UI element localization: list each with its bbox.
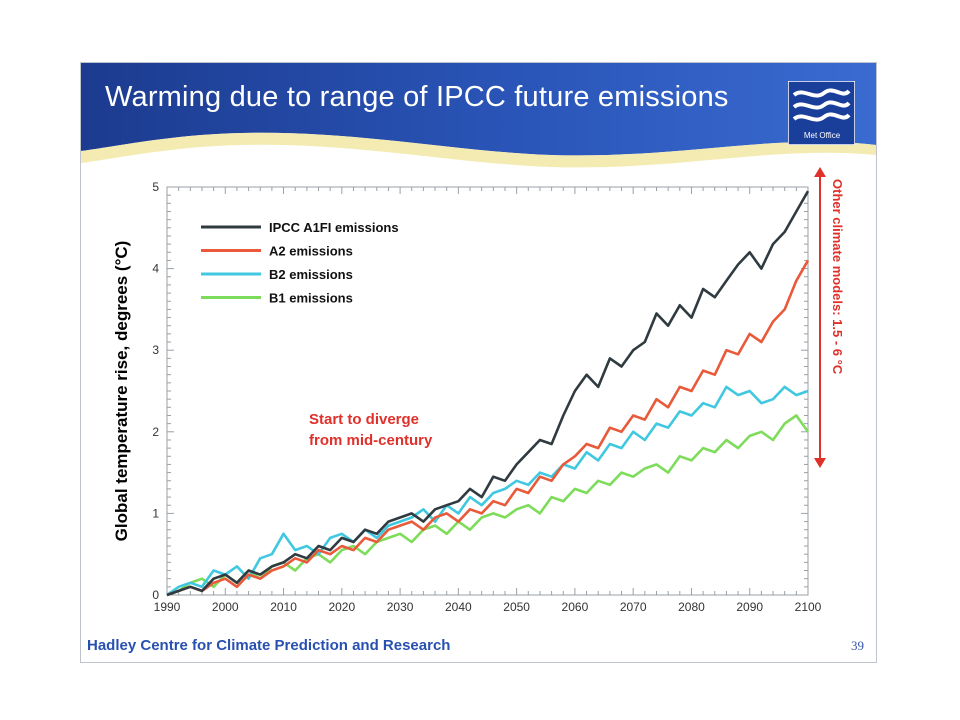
x-tick-label: 2030: [387, 600, 414, 614]
x-tick-label: 2050: [503, 600, 530, 614]
diverge-annotation-line1: Start to diverge: [309, 411, 419, 428]
x-tick-label: 2020: [328, 600, 355, 614]
x-tick-label: 2090: [736, 600, 763, 614]
logo-text: Met Office: [792, 131, 852, 140]
y-tick-label: 3: [152, 343, 159, 357]
x-tick-label: 2100: [795, 600, 822, 614]
legend-label: IPCC A1FI emissions: [269, 220, 399, 235]
legend-label: A2 emissions: [269, 244, 353, 259]
x-tick-label: 2080: [678, 600, 705, 614]
legend-label: B2 emissions: [269, 267, 353, 282]
header-banner: [81, 63, 876, 168]
y-tick-label: 4: [152, 262, 159, 276]
range-arrow-head-up: [814, 167, 826, 177]
x-tick-label: 2040: [445, 600, 472, 614]
chart-axes: 1990 2000 2010 2020 2030 2040 2050 2060 2070 2080…: [112, 180, 822, 614]
other-models-annotation: Other climate models: 1.5 - 6 °C: [830, 179, 845, 375]
series-line: [166, 414, 810, 597]
slide: Warming due to range of IPCC future emis…: [80, 62, 877, 663]
x-tick-label: 2070: [620, 600, 647, 614]
footer-text: Hadley Centre for Climate Prediction and…: [87, 637, 451, 654]
series-line: [166, 190, 810, 597]
chart-annotations: Start to diverge from mid-century Other cl…: [309, 167, 845, 468]
x-tick-label: 2010: [270, 600, 297, 614]
series-line: [166, 385, 809, 597]
page-number: 39: [851, 638, 864, 653]
x-tick-label: 1990: [154, 600, 181, 614]
y-tick-label: 5: [152, 180, 159, 194]
series-layer: [166, 190, 810, 597]
temperature-chart: 1990 2000 2010 2020 2030 2040 2050 2060 2070 2080…: [112, 167, 845, 614]
y-tick-label: 2: [152, 425, 159, 439]
x-tick-label: 2000: [212, 600, 239, 614]
x-tick-label: 2060: [562, 600, 589, 614]
chart-legend: IPCC A1FI emissions A2 emissions B2 emissi…: [201, 220, 399, 306]
series-line: [166, 259, 810, 597]
y-tick-label: 1: [152, 506, 159, 520]
range-arrow-head-down: [814, 458, 826, 468]
plot-frame: [166, 186, 809, 596]
diverge-annotation-line2: from mid-century: [309, 432, 433, 449]
y-axis-label: Global temperature rise, degrees (°C): [112, 241, 131, 542]
legend-label: B1 emissions: [269, 291, 353, 306]
y-tick-label: 0: [152, 588, 159, 602]
slide-title: Warming due to range of IPCC future emis…: [105, 81, 729, 113]
